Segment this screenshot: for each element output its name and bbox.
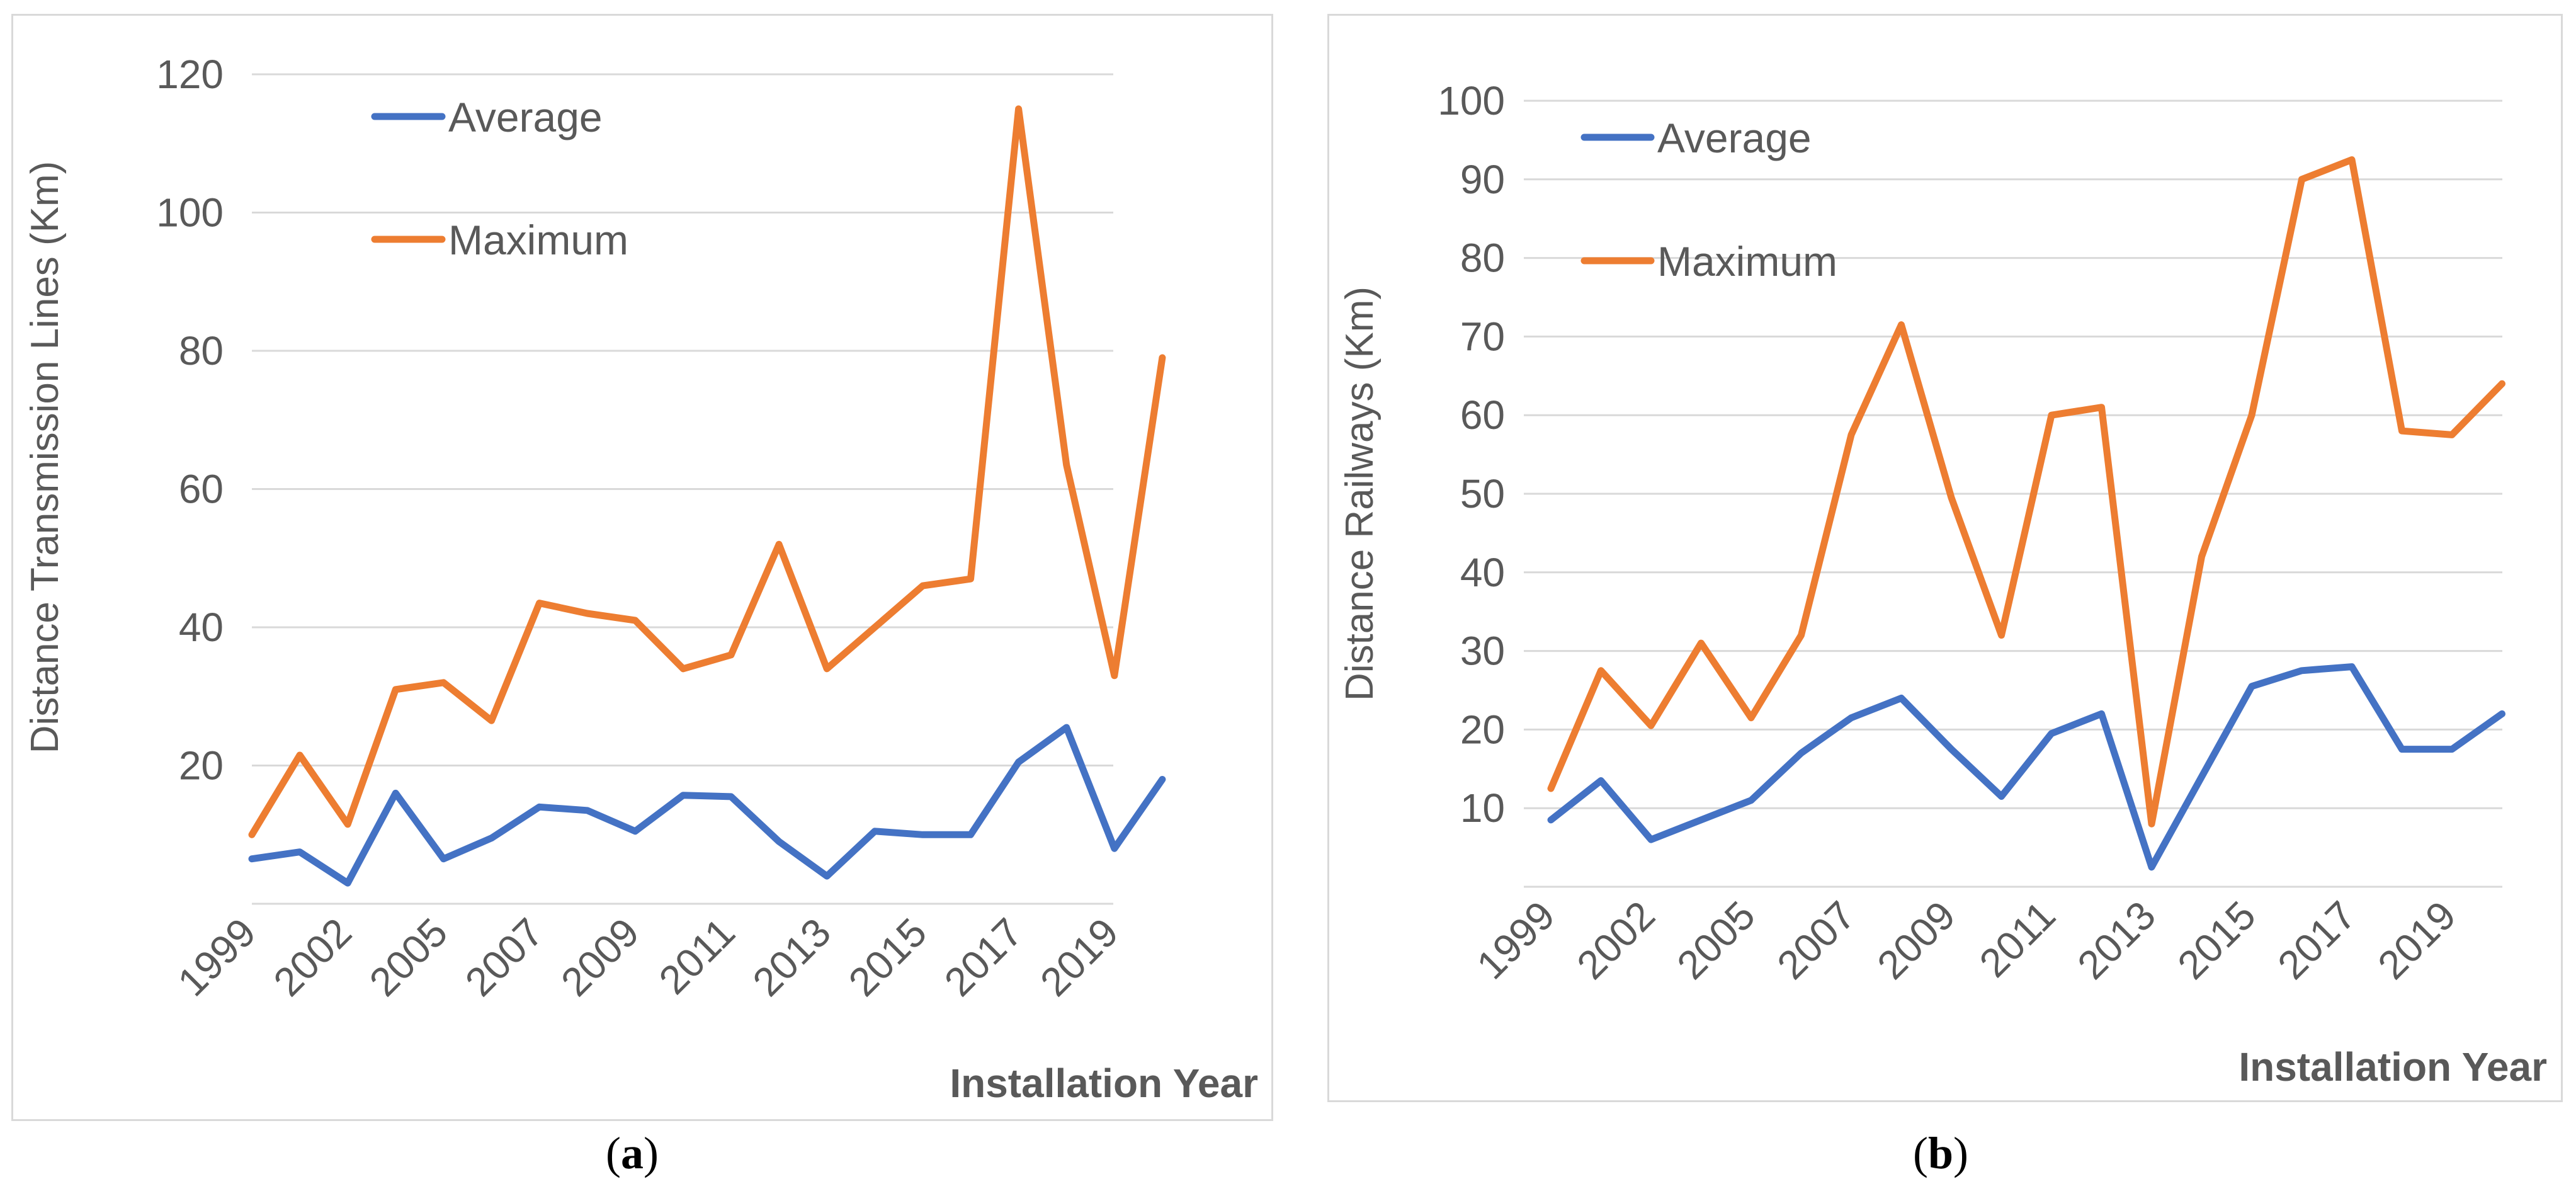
series-line-a-average [248, 724, 1166, 887]
x-tick-label-a-2015: 2015 [840, 909, 936, 1005]
y-tick-label-b-80: 80 [1460, 236, 1505, 281]
legend-label-a-maximum: Maximum [448, 217, 628, 263]
x-tick-label-a-2009: 2009 [552, 909, 648, 1005]
x-tick-label-a-2019: 2019 [1031, 909, 1127, 1005]
x-tick-label-a-2013: 2013 [744, 909, 840, 1005]
y-tick-label-b-30: 30 [1460, 629, 1505, 674]
x-tick-label-a-2017: 2017 [936, 909, 1031, 1005]
series-line-b-average [1547, 663, 2505, 871]
x-axis-title-b: Installation Year [2238, 1044, 2547, 1090]
legend-label-b-average: Average [1657, 115, 1812, 161]
legend-label-a-average: Average [448, 94, 603, 140]
x-tick-label-b-2019: 2019 [2369, 892, 2465, 988]
legend-label-b-maximum: Maximum [1657, 238, 1837, 285]
y-axis-title-a: Distance Transmission Lines (Km) [23, 161, 67, 754]
caption-a-letter: a [620, 1128, 644, 1178]
y-tick-label-a-20: 20 [179, 743, 224, 789]
x-tick-label-a-1999: 1999 [169, 909, 264, 1005]
y-tick-label-b-40: 40 [1460, 550, 1505, 595]
series-line-a-maximum [248, 105, 1166, 838]
y-tick-label-b-20: 20 [1460, 707, 1505, 752]
x-tick-label-b-1999: 1999 [1468, 892, 1563, 988]
y-tick-label-a-60: 60 [179, 467, 224, 512]
x-tick-label-b-2007: 2007 [1768, 892, 1864, 988]
y-tick-label-b-100: 100 [1438, 78, 1505, 123]
x-tick-label-b-2009: 2009 [1868, 892, 1964, 988]
caption-a: (a) [606, 1128, 659, 1178]
x-tick-label-b-2015: 2015 [2169, 892, 2264, 988]
y-tick-label-a-80: 80 [179, 328, 224, 373]
x-tick-label-a-2002: 2002 [265, 909, 361, 1005]
x-tick-label-b-2011: 2011 [1971, 892, 2064, 986]
caption-b: (b) [1913, 1128, 1969, 1178]
caption-b-letter: b [1927, 1128, 1954, 1178]
x-axis-title-a: Installation Year [950, 1061, 1258, 1106]
x-tick-label-b-2002: 2002 [1568, 892, 1664, 988]
y-tick-label-a-100: 100 [156, 190, 224, 236]
x-tick-label-b-2005: 2005 [1668, 892, 1764, 988]
x-tick-label-a-2007: 2007 [457, 909, 552, 1005]
x-tick-label-b-2013: 2013 [2068, 892, 2164, 988]
chart-panel-a [11, 14, 1273, 1121]
y-axis-title-b: Distance Railways (Km) [1338, 287, 1382, 701]
y-tick-label-b-50: 50 [1460, 471, 1505, 516]
x-tick-label-a-2005: 2005 [361, 909, 457, 1005]
y-tick-label-b-90: 90 [1460, 157, 1505, 202]
x-tick-label-b-2017: 2017 [2269, 892, 2364, 988]
y-tick-label-b-60: 60 [1460, 392, 1505, 438]
y-tick-label-a-120: 120 [156, 52, 224, 97]
y-tick-label-b-10: 10 [1460, 785, 1505, 831]
x-tick-label-a-2011: 2011 [650, 909, 744, 1003]
series-line-b-maximum [1547, 156, 2505, 828]
y-tick-label-b-70: 70 [1460, 314, 1505, 359]
y-tick-label-a-40: 40 [179, 605, 224, 650]
